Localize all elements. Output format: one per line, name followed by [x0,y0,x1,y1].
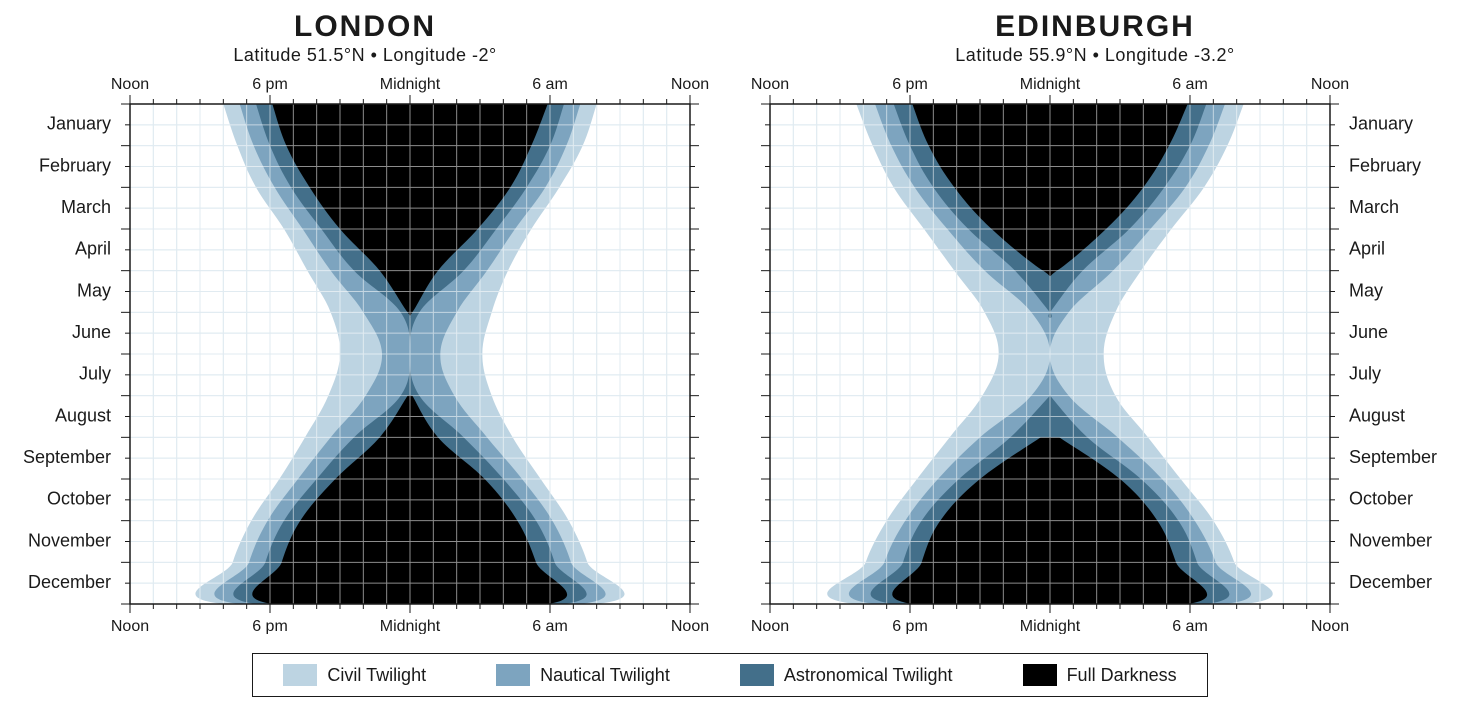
time-axis-label: Midnight [380,76,441,93]
time-axis-label: 6 pm [892,76,928,93]
legend-label-astronomical: Astronomical Twilight [784,665,953,686]
month-label: October [1349,489,1413,509]
time-axis-label: 6 pm [252,618,288,634]
time-axis-label: Noon [671,76,709,93]
chart-title-edinburgh: EDINBURGH [995,10,1195,43]
time-axis-label: Midnight [380,618,441,634]
time-axis-label: Noon [111,76,149,93]
month-label: March [1349,197,1399,217]
month-label: September [23,447,111,467]
time-axis-label: Midnight [1020,76,1081,93]
month-label: June [72,322,111,342]
legend-item-astronomical: Astronomical Twilight [740,664,953,686]
month-label: July [79,364,111,384]
legend-label-nautical: Nautical Twilight [540,665,670,686]
chart-london: LONDONLatitude 51.5°N • Longitude -2° Noo… [20,10,710,639]
month-label: May [77,280,111,300]
time-axis-label: Noon [671,618,709,634]
time-axis-label: Noon [1311,76,1349,93]
plot-edinburgh: Noon Noon 6 pm 6 pm Midnight Midnight 6 am 6 am… [750,74,1440,639]
twilight-charts-page: LONDONLatitude 51.5°N • Longitude -2° Noo… [0,0,1460,709]
time-axis-label: Noon [751,618,789,634]
month-label: February [1349,155,1421,175]
month-label: January [47,114,111,134]
month-label: December [28,572,111,592]
time-axis-label: Midnight [1020,618,1081,634]
chart-subtitle-edinburgh: Latitude 55.9°N • Longitude -3.2° [955,45,1234,66]
legend-swatch-astronomical [740,664,774,686]
legend-swatch-darkness [1023,664,1057,686]
legend-label-civil: Civil Twilight [327,665,426,686]
chart-title-london: LONDON [294,10,436,43]
time-axis-label: Noon [1311,618,1349,634]
chart-subtitle-london: Latitude 51.5°N • Longitude -2° [233,45,496,66]
month-label: June [1349,322,1388,342]
time-axis-label: 6 am [1172,618,1208,634]
legend-swatch-civil [283,664,317,686]
month-label: January [1349,114,1413,134]
month-label: July [1349,364,1381,384]
plot-london: Noon Noon 6 pm 6 pm Midnight Midnight 6 am 6 am… [20,74,710,639]
month-label: May [1349,280,1383,300]
legend-label-darkness: Full Darkness [1067,665,1177,686]
month-label: April [1349,239,1385,259]
month-label: March [61,197,111,217]
chart-edinburgh: EDINBURGHLatitude 55.9°N • Longitude -3.… [750,10,1440,639]
time-axis-label: Noon [111,618,149,634]
month-label: August [1349,405,1405,425]
legend-item-civil: Civil Twilight [283,664,426,686]
legend: Civil Twilight Nautical Twilight Astronomi… [252,653,1207,697]
time-axis-label: 6 pm [892,618,928,634]
month-label: September [1349,447,1437,467]
time-axis-label: 6 am [532,76,568,93]
time-axis-label: Noon [751,76,789,93]
legend-item-darkness: Full Darkness [1023,664,1177,686]
time-axis-label: 6 am [1172,76,1208,93]
month-label: November [28,530,111,550]
time-axis-label: 6 am [532,618,568,634]
month-label: October [47,489,111,509]
time-axis-label: 6 pm [252,76,288,93]
month-label: August [55,405,111,425]
legend-item-nautical: Nautical Twilight [496,664,670,686]
month-label: February [39,155,111,175]
month-label: December [1349,572,1432,592]
month-label: November [1349,530,1432,550]
month-label: April [75,239,111,259]
charts-row: LONDONLatitude 51.5°N • Longitude -2° Noo… [0,0,1460,639]
legend-swatch-nautical [496,664,530,686]
